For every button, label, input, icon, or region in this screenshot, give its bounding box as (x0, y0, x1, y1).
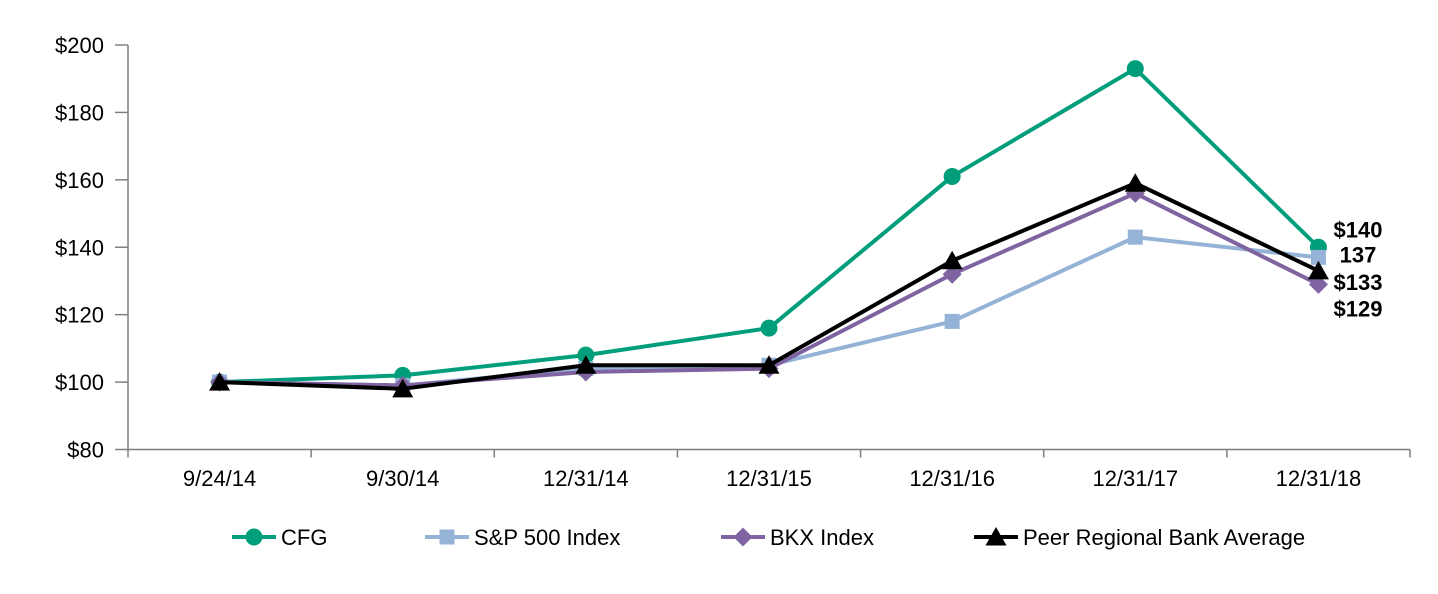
data-point-cfg (577, 346, 595, 364)
y-axis-label: $120 (55, 303, 104, 328)
end-label-bkx-index: $129 (1334, 296, 1383, 321)
legend: CFG S&P 500 Index BKX Index Peer Regional B… (232, 525, 1305, 550)
end-label-peer-regional-bank-average: $133 (1334, 270, 1383, 295)
x-axis-label: 9/30/14 (366, 466, 439, 491)
data-point-peer-regional-bank-average (1307, 260, 1329, 280)
x-axis-label: 12/31/15 (726, 466, 812, 491)
x-axis-label: 12/31/18 (1276, 466, 1362, 491)
y-axis-label: $180 (55, 100, 104, 125)
data-point-peer-regional-bank-average (941, 250, 963, 270)
y-axis-label: $100 (55, 370, 104, 395)
series-cfg (211, 60, 1327, 391)
legend-triangle-icon (985, 527, 1007, 546)
legend-item-cfg: CFG (232, 525, 327, 550)
y-axis-label: $80 (67, 438, 104, 463)
legend-item-peer-regional-bank-average: Peer Regional Bank Average (974, 525, 1305, 550)
y-axis-label: $200 (55, 33, 104, 58)
data-point-peer-regional-bank-average (209, 372, 231, 391)
legend-item-s-p-500-index: S&P 500 Index (425, 525, 620, 550)
data-point-peer-regional-bank-average (575, 355, 597, 374)
end-label-cfg: $140 (1334, 217, 1383, 242)
data-point-s-p-500-index (944, 313, 960, 329)
legend-diamond-icon (733, 527, 753, 547)
legend-square-icon (439, 529, 455, 545)
x-axis-label: 12/31/16 (909, 466, 995, 491)
data-point-cfg (1126, 60, 1144, 78)
legend-label-bkx-index: BKX Index (770, 525, 874, 550)
legend-item-bkx-index: BKX Index (721, 525, 874, 550)
data-point-peer-regional-bank-average (758, 355, 780, 374)
legend-label-peer-regional-bank-average: Peer Regional Bank Average (1023, 525, 1305, 550)
y-axis-label: $140 (55, 235, 104, 260)
x-axis-label: 12/31/14 (543, 466, 629, 491)
data-point-cfg (943, 167, 961, 185)
data-point-s-p-500-index (1310, 249, 1326, 265)
data-point-bkx-index (1308, 274, 1328, 294)
data-point-peer-regional-bank-average (1124, 173, 1146, 192)
data-point-cfg (760, 319, 778, 337)
axes: $200 $180 $160 $140 $120 $100 $80 9/24/14 9/30/1… (55, 33, 1411, 491)
data-point-bkx-index (942, 264, 962, 284)
series-peer-regional-bank-average (209, 173, 1329, 398)
data-point-peer-regional-bank-average (392, 378, 414, 398)
data-point-s-p-500-index (1127, 229, 1143, 245)
end-label-s-p-500-index: 137 (1340, 242, 1377, 267)
legend-circle-icon (245, 528, 263, 546)
legend-label-s-p-500-index: S&P 500 Index (474, 525, 620, 550)
x-axis-label: 9/24/14 (183, 466, 256, 491)
legend-label-cfg: CFG (281, 525, 327, 550)
y-axis-label: $160 (55, 168, 104, 193)
x-axis-label: 12/31/17 (1092, 466, 1178, 491)
